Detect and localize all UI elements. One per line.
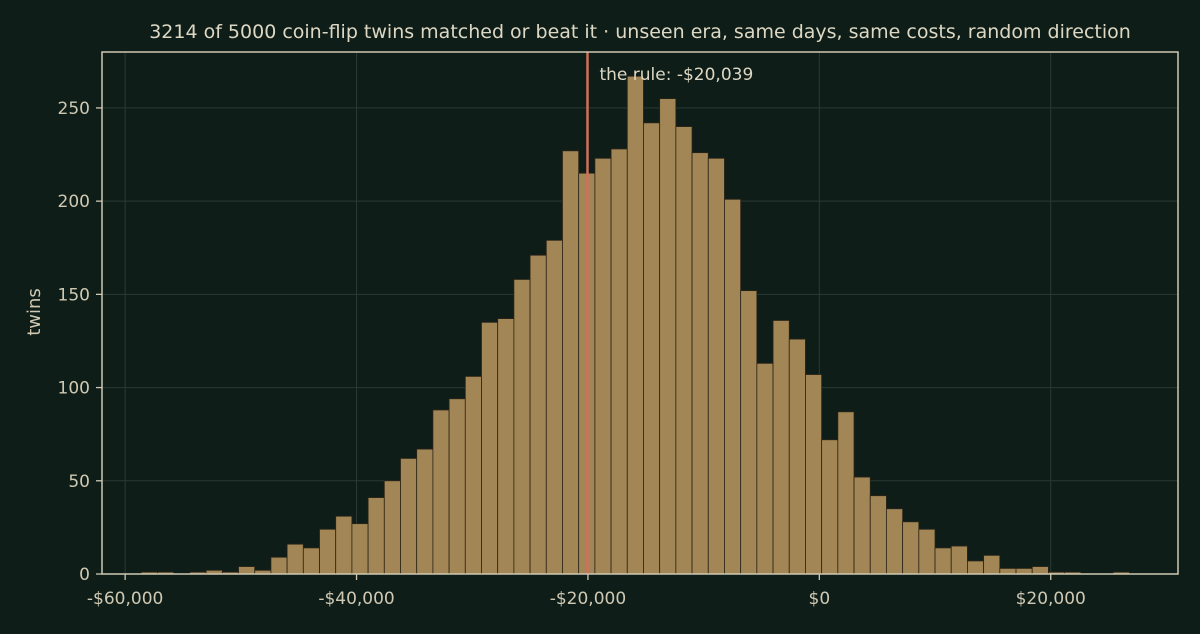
- histogram-bar: [383, 480, 401, 575]
- histogram-bar: [270, 556, 288, 575]
- histogram-bar: [983, 554, 1001, 575]
- y-tick-label: 150: [58, 285, 90, 305]
- chart-title: 3214 of 5000 coin-flip twins matched or …: [149, 21, 1131, 43]
- histogram-bar: [319, 528, 337, 575]
- y-axis: 0 50 100 150 200 250: [58, 99, 102, 585]
- histogram-bar: [950, 545, 968, 575]
- x-tick-label: $0: [809, 589, 831, 609]
- histogram-bar: [335, 515, 353, 575]
- histogram-bar: [788, 338, 806, 575]
- x-tick-label: $20,000: [1016, 589, 1086, 609]
- x-tick-label: -$40,000: [318, 589, 394, 609]
- histogram-bar: [934, 547, 952, 575]
- histogram-bar: [464, 375, 482, 575]
- histogram-bars: [140, 75, 1130, 575]
- histogram-bar: [837, 411, 855, 575]
- histogram-bar: [886, 508, 904, 575]
- y-tick-label: 50: [68, 472, 90, 492]
- histogram-bar: [626, 75, 644, 575]
- histogram-bar: [481, 321, 499, 575]
- x-tick-label: -$60,000: [87, 589, 163, 609]
- histogram-bar: [400, 458, 418, 575]
- histogram-bar: [416, 448, 434, 575]
- histogram-bar: [594, 157, 612, 575]
- histogram-bar: [562, 150, 580, 575]
- histogram-bar: [772, 320, 790, 575]
- rule-marker-label: the rule: -$20,039: [599, 65, 753, 85]
- histogram-bar: [643, 122, 661, 575]
- histogram-bar: [1015, 568, 1033, 575]
- histogram-bar: [918, 528, 936, 575]
- histogram-bar: [902, 521, 920, 575]
- y-tick-label: 200: [58, 192, 90, 212]
- histogram-bar: [545, 239, 563, 575]
- histogram-bar: [497, 318, 515, 575]
- histogram-bar: [805, 374, 823, 575]
- histogram-bar: [999, 568, 1017, 575]
- plot-frame: [101, 51, 1179, 575]
- histogram-bar: [724, 198, 742, 575]
- histogram-bar: [675, 126, 693, 575]
- x-axis: -$60,000 -$40,000 -$20,000 $0 $20,000: [87, 574, 1086, 609]
- histogram-bar: [529, 254, 547, 575]
- histogram-bar: [367, 497, 385, 575]
- histogram-bar: [432, 409, 450, 575]
- y-axis-label: twins: [24, 288, 45, 336]
- histogram-bar: [707, 157, 725, 575]
- histogram-bar: [238, 566, 256, 575]
- histogram-bar: [302, 547, 320, 575]
- histogram-bar: [821, 439, 839, 575]
- histogram-bar: [691, 152, 709, 575]
- x-tick-label: -$20,000: [550, 589, 626, 609]
- histogram-bar: [513, 279, 531, 575]
- y-tick-label: 250: [58, 99, 90, 119]
- marker-group: the rule: -$20,039: [586, 52, 753, 574]
- histogram-bar: [659, 98, 677, 575]
- histogram-bar: [869, 495, 887, 575]
- histogram-bar: [740, 290, 758, 575]
- histogram-bar: [967, 560, 985, 575]
- histogram-bar: [610, 148, 628, 575]
- y-tick-label: 100: [58, 379, 90, 399]
- histogram-bar: [1031, 566, 1049, 575]
- histogram-bar: [286, 543, 304, 575]
- histogram-bar: [351, 523, 369, 575]
- histogram-bar: [448, 398, 466, 575]
- histogram-bar: [853, 476, 871, 575]
- histogram-bar: [756, 362, 774, 575]
- y-tick-label: 0: [79, 565, 90, 585]
